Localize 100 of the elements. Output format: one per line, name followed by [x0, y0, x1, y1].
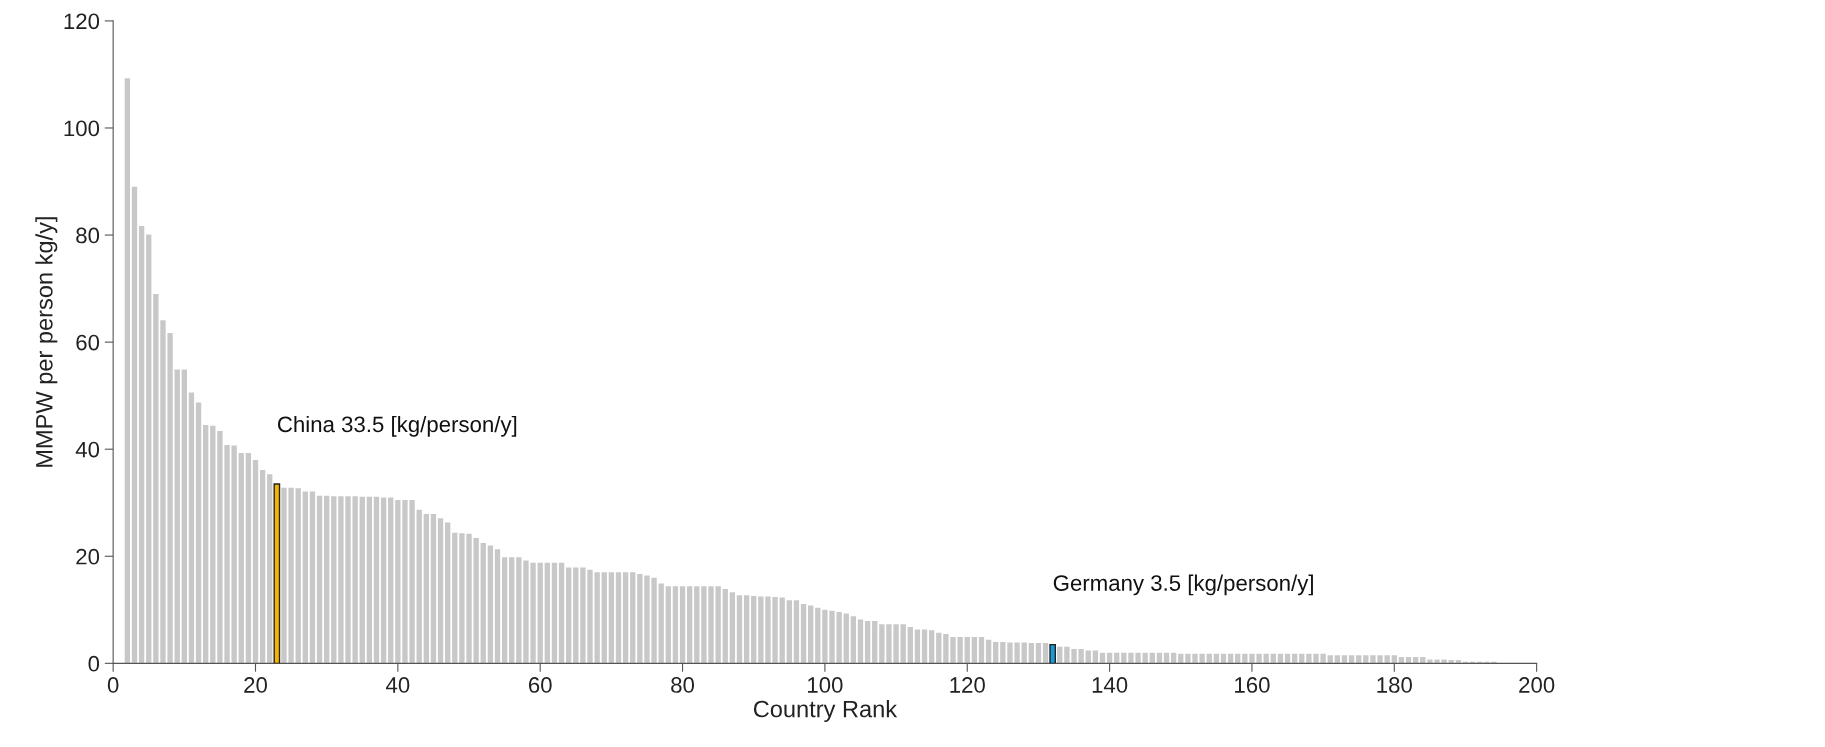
y-tick-label: 0 — [88, 655, 100, 672]
bar — [124, 78, 131, 664]
bar — [808, 605, 814, 664]
bar — [573, 567, 579, 664]
bar — [1334, 655, 1341, 664]
bar — [245, 452, 252, 664]
bar — [1327, 655, 1333, 664]
bar — [1356, 655, 1362, 664]
bar — [679, 586, 686, 664]
x-axis-title: Country Rank — [753, 700, 898, 723]
bar — [993, 641, 999, 664]
y-tick-label: 80 — [76, 227, 100, 244]
bar — [195, 402, 202, 664]
y-tick-label: 120 — [64, 13, 100, 30]
bar — [267, 474, 273, 664]
bar — [850, 616, 857, 664]
bar — [1035, 642, 1042, 664]
bar — [722, 588, 728, 664]
bar — [1384, 655, 1390, 664]
bar — [1341, 655, 1348, 664]
bar — [416, 509, 422, 664]
x-tick-label: 40 — [386, 677, 410, 693]
bar — [366, 496, 373, 664]
x-tick-label: 100 — [808, 677, 843, 693]
bar — [1092, 650, 1099, 664]
bar — [509, 557, 515, 664]
bar — [800, 603, 807, 664]
bar — [658, 583, 664, 664]
bar — [316, 495, 323, 664]
bar — [786, 600, 792, 664]
bar — [843, 613, 849, 664]
bar — [452, 532, 458, 664]
bar — [423, 513, 429, 664]
bar — [1049, 643, 1057, 664]
bar — [978, 637, 985, 664]
bar — [259, 470, 266, 664]
bar — [501, 557, 508, 664]
y-tick-label: 20 — [76, 548, 100, 565]
bar — [1042, 642, 1049, 664]
bar — [1085, 650, 1091, 664]
bar — [1028, 642, 1034, 664]
annotation: China 33.5 [kg/person/y] — [277, 415, 517, 437]
bar — [537, 562, 543, 664]
bar — [203, 425, 209, 664]
bar — [615, 572, 622, 664]
x-tick-label: 20 — [244, 677, 267, 693]
bar — [1348, 655, 1355, 664]
bar — [971, 637, 978, 664]
bar — [622, 572, 629, 664]
bar — [900, 624, 906, 664]
bar — [252, 459, 259, 664]
bar — [779, 597, 785, 664]
bar — [437, 518, 444, 664]
bar — [601, 572, 607, 664]
bar — [373, 496, 380, 664]
y-tick-label: 100 — [64, 120, 100, 137]
bar — [324, 495, 330, 664]
y-axis-title: MMPW per person kg/y] — [35, 217, 58, 467]
bar — [914, 629, 921, 664]
bar — [494, 549, 501, 664]
y-tick-label: 40 — [75, 441, 100, 458]
bar — [736, 595, 743, 664]
bar — [188, 392, 195, 664]
bar — [1021, 642, 1027, 664]
bar — [964, 637, 970, 664]
bar — [295, 488, 301, 664]
bar — [630, 572, 636, 664]
bar — [864, 621, 871, 664]
bar — [751, 595, 757, 664]
bar — [210, 425, 216, 664]
bar — [793, 600, 800, 664]
bar — [985, 639, 992, 664]
x-tick-label: 140 — [1092, 677, 1128, 693]
bar — [445, 522, 451, 664]
bar — [181, 369, 187, 664]
x-tick-label: 200 — [1519, 677, 1555, 693]
bar — [743, 595, 750, 664]
bar — [331, 496, 337, 664]
bar — [430, 513, 437, 664]
bar — [146, 234, 152, 664]
bar — [928, 630, 935, 664]
x-tick-label: 160 — [1235, 677, 1270, 693]
annotation: Germany 3.5 [kg/person/y] — [1053, 574, 1313, 596]
x-tick-label: 60 — [528, 677, 552, 693]
bar — [238, 452, 244, 664]
bar — [558, 562, 565, 664]
y-tick-label: 60 — [76, 334, 100, 351]
x-tick-label: 0 — [107, 677, 119, 693]
bar — [480, 542, 486, 664]
bar — [921, 629, 928, 664]
bar — [729, 592, 736, 664]
bar — [174, 369, 180, 664]
bar — [936, 632, 942, 664]
bar — [687, 586, 693, 664]
bar — [273, 483, 281, 664]
bar — [907, 626, 913, 664]
bar — [138, 225, 145, 664]
bar — [302, 491, 308, 664]
bar — [608, 572, 615, 664]
bar — [1057, 646, 1063, 664]
